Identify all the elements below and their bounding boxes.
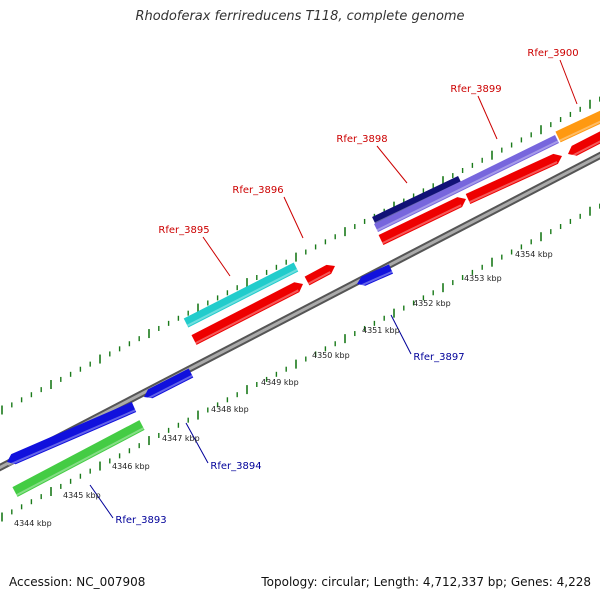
feature-shape <box>372 175 462 226</box>
gene-feature-purple-block[interactable] <box>374 134 559 233</box>
feature-highlight <box>357 270 393 288</box>
leader-rfer-3893 <box>89 484 114 519</box>
feature-shape <box>568 131 600 156</box>
backbone-line-highlight <box>0 153 600 470</box>
gene-feature-blue-small-2[interactable] <box>357 264 394 288</box>
kbp-label-4353: 4353 kbp <box>464 274 502 283</box>
feature-highlight <box>469 161 558 204</box>
gene-feature-red-3[interactable] <box>465 153 562 205</box>
feature-highlight <box>376 140 559 232</box>
leader-rfer-3897 <box>390 314 412 355</box>
genome-backbone <box>0 151 600 472</box>
feature-shape <box>374 134 559 233</box>
kbp-label-4344: 4344 kbp <box>14 519 52 528</box>
kbp-label-4347: 4347 kbp <box>162 434 200 443</box>
footer-stats: Topology: circular; Length: 4,712,337 bp… <box>261 575 591 589</box>
gene-feature-red-1[interactable] <box>191 282 303 345</box>
feature-shape <box>357 264 394 286</box>
feature-shape <box>465 153 562 205</box>
feature-shape <box>191 282 303 345</box>
leader-rfer-3894 <box>185 422 209 464</box>
map-title: Rhodoferax ferrireducens T118, complete … <box>135 9 465 24</box>
leader-rfer-3895 <box>202 236 231 277</box>
feature-highlight <box>186 268 298 327</box>
leader-rfer-3898 <box>376 145 408 184</box>
feature-highlight <box>7 409 136 467</box>
gene-labels: Rfer_3895 Rfer_3896 Rfer_3898 Rfer_3899 … <box>115 48 578 526</box>
feature-shape <box>144 368 194 399</box>
feature-shape <box>555 110 600 143</box>
kbp-label-4354: 4354 kbp <box>515 250 553 259</box>
feature-shape <box>7 401 137 465</box>
kbp-label-4349: 4349 kbp <box>261 378 299 387</box>
gene-label-rfer-3895[interactable]: Rfer_3895 <box>158 225 209 236</box>
gene-feature-red-small[interactable] <box>304 264 335 286</box>
kbp-label-4350: 4350 kbp <box>312 351 350 360</box>
feature-highlight <box>569 140 600 159</box>
gene-feature-blue-long[interactable] <box>7 401 137 467</box>
gene-feature-cyan-block[interactable] <box>183 262 299 328</box>
gene-leader-lines <box>89 59 578 519</box>
gene-label-rfer-3899[interactable]: Rfer_3899 <box>450 84 501 95</box>
feature-highlight <box>16 427 145 496</box>
gene-feature-red-4[interactable] <box>568 130 600 159</box>
gene-feature-orange-block[interactable] <box>555 110 600 143</box>
leader-rfer-3896 <box>283 196 304 239</box>
leader-rfer-3899 <box>477 95 498 140</box>
feature-highlight <box>382 204 462 245</box>
feature-highlight <box>144 374 193 401</box>
gene-label-rfer-3894[interactable]: Rfer_3894 <box>210 461 261 472</box>
gene-label-rfer-3897[interactable]: Rfer_3897 <box>413 352 464 363</box>
scale-labels: 4344 kbp 4345 kbp 4346 kbp 4347 kbp 4348… <box>14 250 553 528</box>
gene-label-rfer-3893[interactable]: Rfer_3893 <box>115 515 166 526</box>
kbp-label-4352: 4352 kbp <box>413 299 451 308</box>
feature-highlight <box>195 289 299 345</box>
leader-rfer-3900 <box>559 59 578 105</box>
feature-shape <box>378 197 466 245</box>
gene-feature-red-2[interactable] <box>378 197 466 245</box>
feature-shape <box>12 420 145 497</box>
feature-shape <box>304 264 335 286</box>
gene-label-rfer-3896[interactable]: Rfer_3896 <box>232 185 283 196</box>
upper-tick-row <box>1 96 600 415</box>
feature-track <box>7 110 600 497</box>
gene-feature-green-block[interactable] <box>12 420 145 497</box>
lower-tick-row <box>1 203 600 522</box>
feature-highlight <box>307 271 331 285</box>
gene-feature-blue-small-1[interactable] <box>144 368 194 401</box>
feature-highlight <box>559 120 600 142</box>
kbp-label-4348: 4348 kbp <box>211 405 249 414</box>
kbp-label-4345: 4345 kbp <box>63 491 101 500</box>
gene-label-rfer-3898[interactable]: Rfer_3898 <box>336 134 387 145</box>
kbp-label-4346: 4346 kbp <box>112 462 150 471</box>
kbp-label-4351: 4351 kbp <box>362 326 400 335</box>
tick-marks <box>1 96 600 522</box>
footer-accession: Accession: NC_007908 <box>9 575 146 589</box>
feature-shape <box>183 262 299 328</box>
gene-label-rfer-3900[interactable]: Rfer_3900 <box>527 48 578 59</box>
